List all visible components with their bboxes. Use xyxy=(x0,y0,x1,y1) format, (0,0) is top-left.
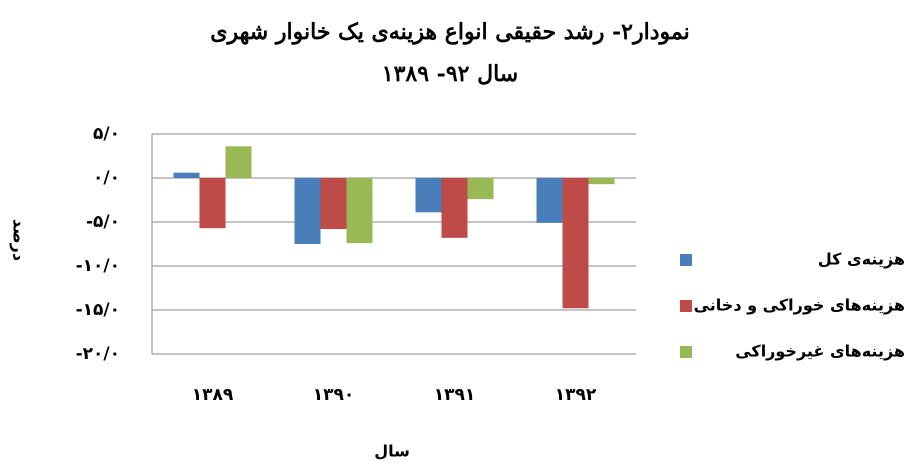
bar xyxy=(173,172,200,178)
chart-subtitle: سال ۹۲- ۱۳۸۹ xyxy=(382,61,518,87)
y-axis-label: درصد xyxy=(10,219,29,261)
legend-label: هزینه‌های غیرخوراکی xyxy=(735,342,905,361)
x-tick-label: ۱۳۹۱ xyxy=(434,385,476,405)
bar xyxy=(225,146,252,178)
chart-title: نمودار۲- رشد حقیقی انواع هزینه‌ی یک خانو… xyxy=(210,19,689,45)
bar xyxy=(536,178,563,223)
bar xyxy=(294,178,321,244)
legend-label: هزینه‌ی کل xyxy=(818,250,905,269)
bar xyxy=(441,178,468,238)
y-tick-label: ۰/۰ xyxy=(93,168,120,188)
bar xyxy=(320,178,347,230)
x-axis-label: سال xyxy=(374,442,410,461)
y-tick-label: ۵/۰ xyxy=(93,124,120,144)
y-tick-label: -۱۵/۰ xyxy=(76,300,120,320)
x-tick-label: ۱۳۸۹ xyxy=(192,385,234,405)
bar xyxy=(415,178,442,213)
y-tick-label: -۵/۰ xyxy=(86,212,120,232)
bar xyxy=(562,178,589,309)
bar xyxy=(467,178,494,200)
legend-swatch xyxy=(680,346,692,358)
x-tick-label: ۱۳۹۰ xyxy=(313,385,355,405)
legend-swatch xyxy=(680,300,692,312)
bar xyxy=(588,178,615,185)
x-tick-label: ۱۳۹۲ xyxy=(555,385,597,405)
bar xyxy=(199,178,226,229)
bar xyxy=(346,178,373,244)
y-tick-label: -۲۰/۰ xyxy=(76,344,120,364)
legend-label: هزینه‌های خوراکی و دخانی xyxy=(694,296,905,315)
y-tick-label: -۱۰/۰ xyxy=(76,256,120,276)
legend-swatch xyxy=(680,254,692,266)
